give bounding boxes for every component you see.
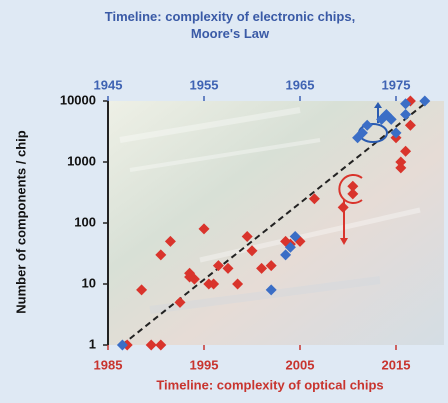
x2-tick-label: 1955 xyxy=(190,77,219,92)
x-tick-label: 2005 xyxy=(286,357,315,372)
x2-tick-label: 1945 xyxy=(94,77,123,92)
x-tick-label: 1985 xyxy=(94,357,123,372)
x-axis-label: Timeline: complexity of optical chips xyxy=(156,377,383,392)
x2-tick-label: 1965 xyxy=(286,77,315,92)
chart: Number of components / chip Timeline: co… xyxy=(0,0,448,403)
y-tick-label: 10000 xyxy=(60,92,96,107)
y-tick-label: 10 xyxy=(82,275,96,290)
page: {"chart_data": { "type": "scatter", "tit… xyxy=(0,0,448,403)
x-tick-label: 2015 xyxy=(382,357,411,372)
y-axis-label: Number of components / chip xyxy=(13,130,28,314)
y-tick-label: 1 xyxy=(89,336,96,351)
y-tick-label: 100 xyxy=(74,214,96,229)
x2-tick-label: 1975 xyxy=(382,77,411,92)
chart-title: Timeline: complexity of electronic chips… xyxy=(100,8,360,42)
y-tick-label: 1000 xyxy=(67,153,96,168)
x-tick-label: 1995 xyxy=(190,357,219,372)
